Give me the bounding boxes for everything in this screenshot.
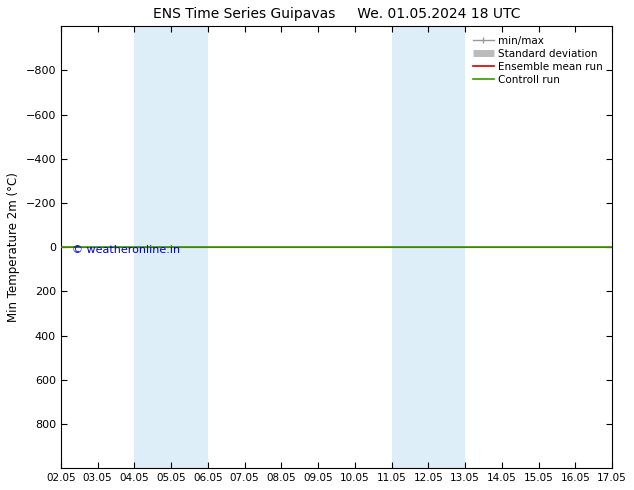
Text: © weatheronline.in: © weatheronline.in xyxy=(72,245,180,255)
Y-axis label: Min Temperature 2m (°C): Min Temperature 2m (°C) xyxy=(7,172,20,322)
Bar xyxy=(392,26,465,468)
Legend: min/max, Standard deviation, Ensemble mean run, Controll run: min/max, Standard deviation, Ensemble me… xyxy=(469,31,607,89)
Title: ENS Time Series Guipavas     We. 01.05.2024 18 UTC: ENS Time Series Guipavas We. 01.05.2024 … xyxy=(153,7,521,21)
Bar xyxy=(134,26,208,468)
